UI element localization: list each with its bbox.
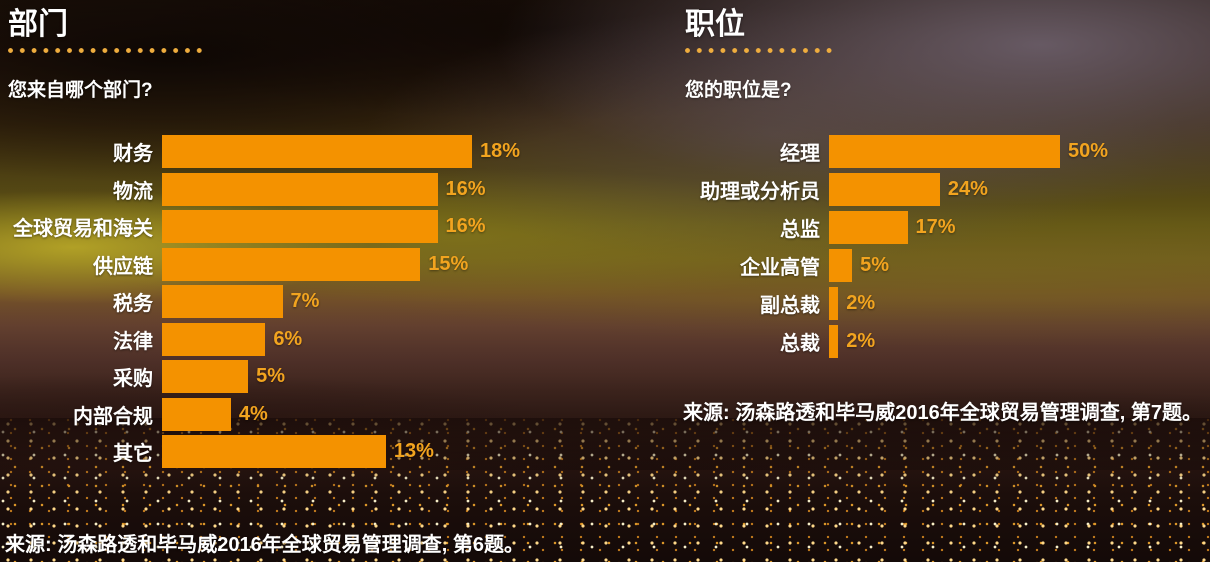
chart-question: 您来自哪个部门? [8, 80, 153, 101]
bar [162, 285, 283, 319]
bar [829, 249, 853, 282]
dotted-divider [685, 48, 834, 53]
bar [162, 172, 438, 206]
bar-value-label: 24% [947, 178, 988, 200]
chart-row: 企业高管 5% [685, 247, 1108, 285]
bar-rows: 财务 18% 物流 16% 全球贸易和海关 16% 供应链 15% 税务 7% 法律 6% 采购 5% 内部… [0, 133, 520, 471]
bar-category-label: 采购 [113, 368, 153, 391]
bar-category-label: 其它 [113, 443, 153, 466]
bar-category-label: 总裁 [780, 333, 820, 355]
bar-category-label: 供应链 [93, 255, 153, 278]
bar-value-label: 50% [1068, 140, 1109, 162]
bar-category-label: 税务 [113, 293, 153, 316]
bar [829, 173, 940, 206]
bar-value-label: 17% [915, 216, 956, 238]
bar [162, 435, 386, 469]
bar [162, 210, 438, 244]
chart-row: 助理或分析员 24% [685, 171, 1108, 209]
dotted-divider [8, 48, 206, 53]
chart-row: 经理 50% [685, 133, 1108, 171]
bar [162, 322, 266, 356]
chart-row: 物流 16% [0, 170, 520, 208]
bar-category-label: 内部合规 [73, 405, 153, 428]
chart-row: 总裁 2% [685, 323, 1108, 361]
bar-category-label: 副总裁 [760, 295, 820, 317]
bar-value-label: 4% [238, 402, 268, 425]
bar [162, 397, 231, 431]
chart-source: 来源: 汤森路透和毕马威2016年全球贸易管理调查, 第7题。 [683, 402, 1202, 424]
bar-value-label: 5% [256, 365, 285, 388]
bar-value-label: 16% [445, 177, 486, 200]
chart-row: 内部合规 4% [0, 396, 520, 434]
chart-row: 法律 6% [0, 320, 520, 358]
bar [829, 135, 1060, 168]
bar-category-label: 经理 [780, 143, 820, 165]
chart-row: 全球贸易和海关 16% [0, 208, 520, 246]
bar-value-label: 13% [393, 440, 434, 463]
chart-position: 职位 您的职位是? 经理 50% 助理或分析员 24% 总监 17% 企业高管 5% 副总裁 2%… [685, 6, 1205, 358]
bar-category-label: 财务 [113, 142, 153, 165]
chart-title: 职位 [685, 8, 745, 41]
bar [162, 134, 472, 168]
bar-rows: 经理 50% 助理或分析员 24% 总监 17% 企业高管 5% 副总裁 2% 总裁 2% [685, 133, 1108, 361]
chart-question: 您的职位是? [685, 80, 792, 101]
chart-row: 总监 17% [685, 209, 1108, 247]
bar-category-label: 总监 [780, 219, 820, 241]
chart-department: 部门 您来自哪个部门? 财务 18% 物流 16% 全球贸易和海关 16% 供应链 15% 税务… [8, 6, 548, 469]
bar-value-label: 7% [290, 290, 320, 313]
bar-category-label: 企业高管 [740, 257, 820, 279]
bar [829, 287, 839, 320]
bar-value-label: 6% [273, 327, 303, 350]
bar-value-label: 5% [860, 254, 889, 276]
bar-category-label: 法律 [113, 330, 153, 353]
chart-row: 财务 18% [0, 133, 520, 171]
chart-source: 来源: 汤森路透和毕马威2016年全球贸易管理调查, 第6题。 [5, 534, 524, 556]
bar-value-label: 16% [445, 215, 486, 238]
bar-value-label: 15% [428, 252, 469, 275]
chart-row: 采购 5% [0, 358, 520, 396]
bar-category-label: 物流 [113, 180, 153, 203]
chart-row: 供应链 15% [0, 245, 520, 283]
chart-row: 副总裁 2% [685, 285, 1108, 323]
chart-row: 税务 7% [0, 283, 520, 321]
bar [162, 360, 249, 394]
bar-category-label: 助理或分析员 [700, 181, 820, 203]
bar-category-label: 全球贸易和海关 [13, 218, 153, 241]
chart-title: 部门 [8, 8, 68, 41]
bar [162, 247, 421, 281]
bar [829, 325, 839, 358]
chart-row: 其它 13% [0, 433, 520, 471]
bar [829, 211, 908, 244]
bar-value-label: 2% [846, 330, 876, 352]
bar-value-label: 2% [846, 292, 876, 314]
bar-value-label: 18% [479, 139, 520, 162]
